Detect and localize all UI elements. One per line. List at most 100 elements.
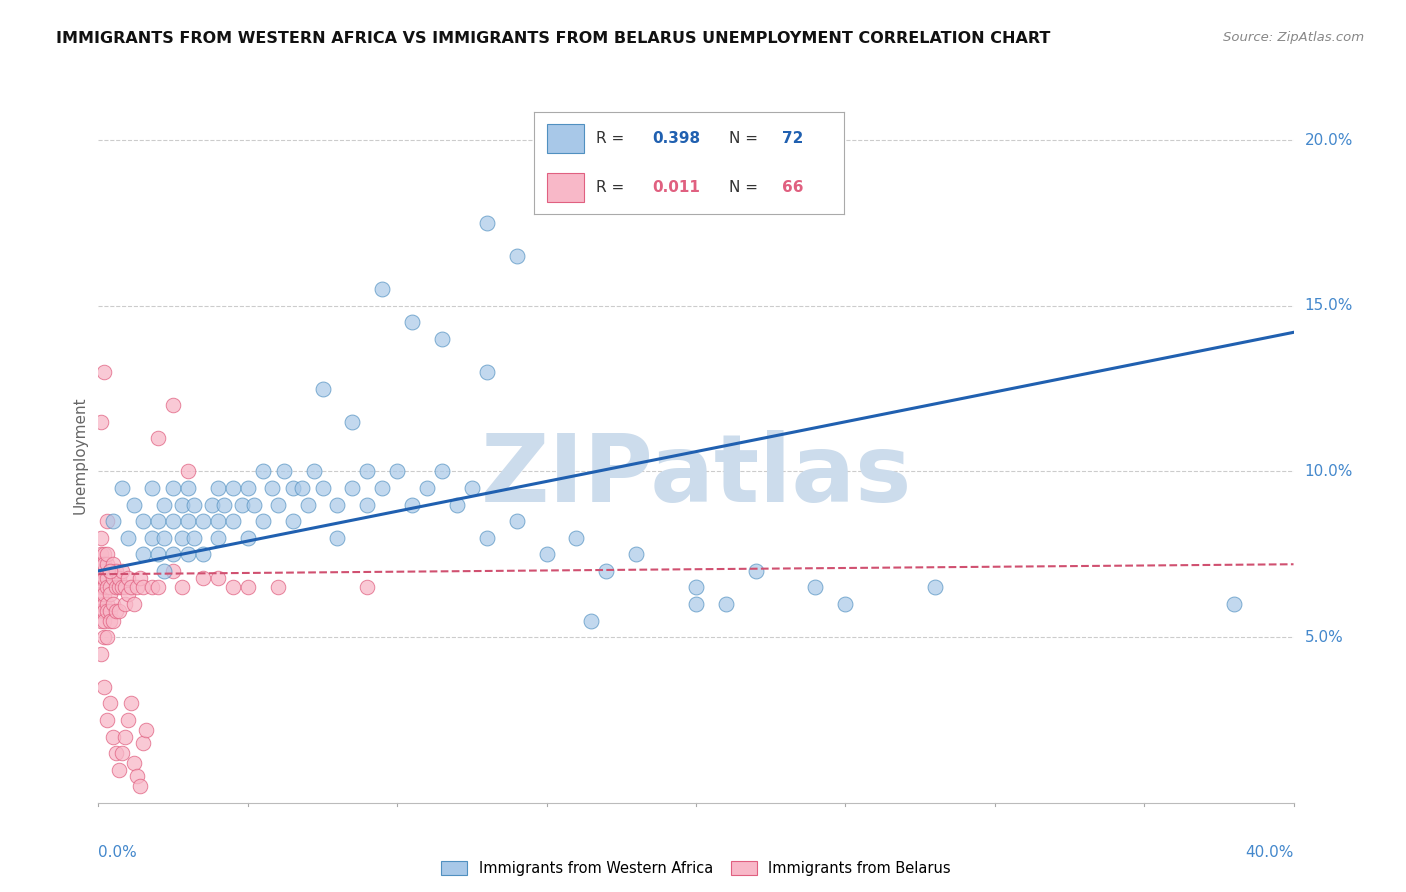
Point (222, 481, 245, 495)
Point (148, 547, 170, 561)
Point (93, 597, 115, 611)
Point (236, 531, 259, 545)
Point (127, 769, 149, 783)
Point (385, 465, 409, 479)
Point (342, 481, 364, 495)
Point (207, 481, 229, 495)
Point (297, 498, 319, 512)
Point (685, 581, 707, 595)
Point (401, 498, 423, 512)
Point (183, 498, 205, 512)
Point (148, 514, 170, 528)
Point (93, 614, 115, 628)
Point (685, 597, 707, 611)
Point (177, 465, 200, 479)
Point (201, 498, 224, 512)
Point (135, 723, 157, 737)
Point (132, 581, 155, 595)
Point (191, 514, 214, 528)
Point (273, 465, 295, 479)
Point (103, 514, 125, 528)
Point (127, 581, 149, 595)
Point (1223, 597, 1246, 611)
Bar (547, 124, 583, 153)
Point (114, 581, 136, 595)
Point (103, 570, 125, 584)
Point (98, 587, 122, 601)
Point (90, 647, 112, 661)
Point (105, 746, 128, 760)
Text: 0.011: 0.011 (652, 180, 700, 195)
Point (90, 531, 112, 545)
Point (281, 481, 304, 495)
Point (120, 697, 142, 711)
Point (416, 481, 439, 495)
Point (93, 581, 115, 595)
Point (93, 564, 115, 578)
Point (117, 570, 139, 584)
Point (260, 481, 283, 495)
Point (236, 481, 259, 495)
Point (506, 249, 529, 263)
Point (90, 587, 112, 601)
Point (117, 531, 139, 545)
Point (96, 547, 118, 561)
Point (96, 570, 118, 584)
Text: 0.0%: 0.0% (98, 845, 138, 860)
Point (98, 604, 122, 618)
Point (98, 564, 122, 578)
Point (475, 216, 498, 230)
Point (90, 564, 112, 578)
Point (103, 597, 125, 611)
Point (129, 779, 152, 793)
Point (581, 614, 603, 628)
Point (93, 604, 115, 618)
Point (93, 365, 115, 379)
Point (98, 564, 122, 578)
Point (90, 558, 112, 572)
Point (177, 547, 200, 561)
Point (342, 415, 364, 429)
Point (90, 614, 112, 628)
Point (141, 531, 163, 545)
Point (93, 558, 115, 572)
Point (96, 713, 118, 727)
Point (231, 498, 253, 512)
Point (236, 581, 259, 595)
Point (446, 498, 468, 512)
Point (281, 514, 304, 528)
Point (243, 498, 266, 512)
Point (162, 547, 184, 561)
Text: 72: 72 (782, 130, 803, 145)
Point (172, 531, 194, 545)
Point (177, 514, 200, 528)
Point (98, 614, 122, 628)
Point (124, 756, 146, 770)
Text: 10.0%: 10.0% (1305, 464, 1353, 479)
Point (132, 547, 155, 561)
Point (93, 630, 115, 644)
Text: 40.0%: 40.0% (1246, 845, 1294, 860)
Point (356, 465, 378, 479)
Point (153, 498, 176, 512)
Point (506, 514, 529, 528)
Point (96, 558, 118, 572)
Point (207, 531, 229, 545)
Point (834, 597, 856, 611)
Point (93, 547, 115, 561)
Point (141, 481, 163, 495)
Point (117, 713, 139, 727)
Point (595, 564, 617, 578)
Point (117, 587, 139, 601)
Point (93, 570, 115, 584)
Point (267, 498, 290, 512)
Point (124, 498, 146, 512)
Point (111, 481, 134, 495)
Point (430, 465, 453, 479)
Point (162, 481, 184, 495)
Point (90, 547, 112, 561)
Point (311, 481, 333, 495)
Text: 15.0%: 15.0% (1305, 298, 1353, 313)
Point (103, 730, 125, 744)
Point (124, 597, 146, 611)
